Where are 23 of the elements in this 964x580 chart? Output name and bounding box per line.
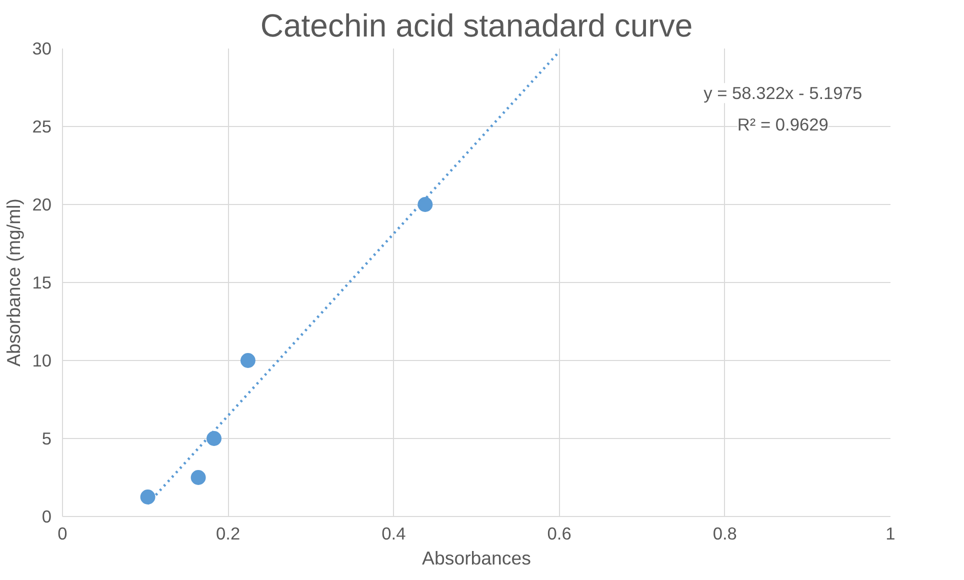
- x-tick-label: 0.6: [547, 524, 572, 544]
- x-tick-label: 0: [58, 524, 68, 544]
- y-tick-label: 20: [32, 194, 52, 214]
- y-tick-label: 0: [42, 506, 52, 526]
- x-tick-label: 0.4: [382, 524, 406, 544]
- y-tick-label: 25: [32, 116, 52, 136]
- annotation: y = 58.322x - 5.1975: [704, 83, 862, 104]
- point: [140, 490, 156, 504]
- x-tick-label: 0.2: [216, 524, 240, 544]
- x-axis-title: Absorbances: [422, 548, 531, 568]
- x-tick-label: 0.8: [712, 524, 737, 544]
- annotation: R² = 0.9629: [737, 114, 828, 134]
- chart-title: Catechin acid stanadard curve: [260, 8, 693, 44]
- point: [418, 197, 433, 212]
- y-tick-label: 30: [32, 38, 52, 58]
- y-tick-label: 5: [42, 428, 52, 448]
- point: [240, 353, 256, 368]
- point: [206, 431, 222, 446]
- y-axis-title: Absorbance (mg/ml): [3, 198, 24, 366]
- y-tick-label: 15: [32, 272, 52, 292]
- point: [190, 470, 206, 485]
- y-tick-label: 10: [32, 350, 52, 370]
- x-tick-label: 1: [886, 524, 896, 544]
